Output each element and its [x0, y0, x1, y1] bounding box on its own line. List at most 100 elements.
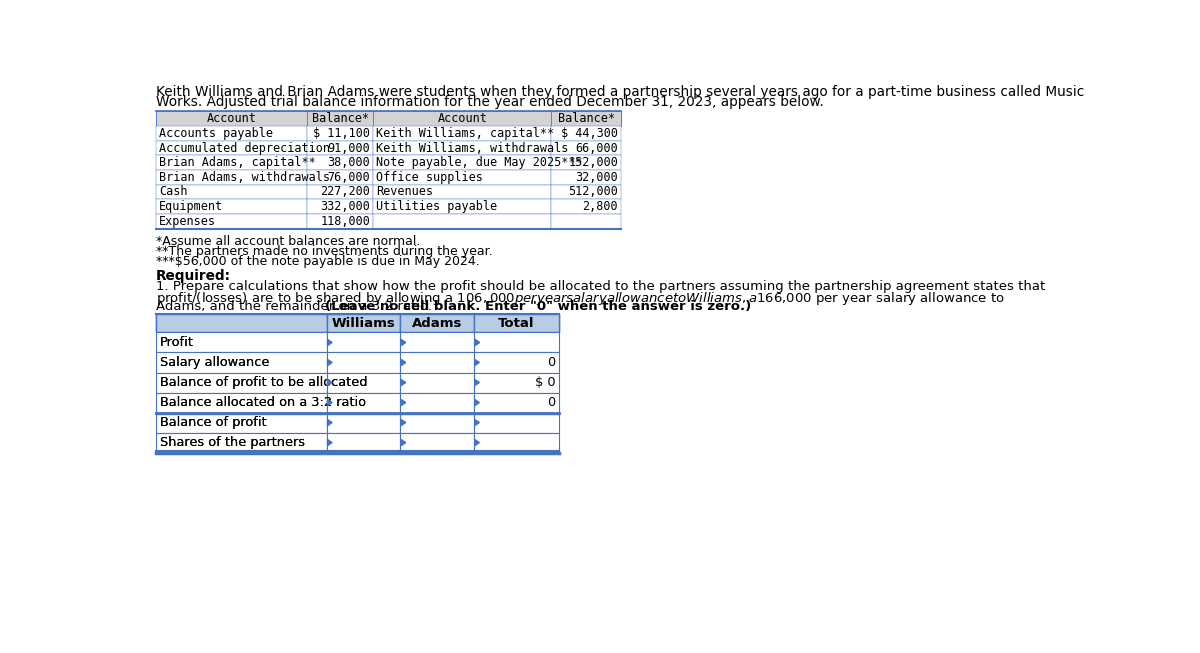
Bar — [401, 314, 474, 332]
Bar — [373, 126, 552, 141]
Bar — [307, 185, 373, 199]
Bar — [156, 372, 326, 392]
Text: Expenses: Expenses — [160, 215, 216, 228]
Text: Balance of profit: Balance of profit — [160, 416, 266, 429]
Polygon shape — [475, 340, 479, 345]
Text: Balance*: Balance* — [558, 112, 614, 125]
Bar — [552, 185, 622, 199]
Bar — [156, 314, 559, 332]
Bar — [474, 314, 559, 332]
Text: Balance of profit to be allocated: Balance of profit to be allocated — [160, 376, 367, 389]
Bar — [326, 372, 401, 392]
Text: Salary allowance: Salary allowance — [160, 356, 270, 369]
Text: Profit: Profit — [160, 336, 194, 349]
Text: Note payable, due May 2025***: Note payable, due May 2025*** — [377, 156, 583, 169]
Bar — [552, 199, 622, 214]
Text: 91,000: 91,000 — [328, 142, 370, 155]
Text: Brian Adams, withdrawals: Brian Adams, withdrawals — [160, 171, 330, 183]
Bar — [156, 141, 307, 155]
Bar — [307, 170, 373, 185]
Bar — [552, 141, 622, 155]
Bar — [474, 332, 559, 353]
Polygon shape — [328, 359, 332, 366]
Text: (Leave no cell blank. Enter "0" when the answer is zero.): (Leave no cell blank. Enter "0" when the… — [325, 300, 751, 313]
Text: Utilities payable: Utilities payable — [377, 200, 498, 213]
Bar — [373, 155, 552, 170]
Text: Cash: Cash — [160, 185, 188, 199]
Bar — [474, 353, 559, 372]
Bar — [307, 199, 373, 214]
Bar — [401, 372, 474, 392]
Text: 152,000: 152,000 — [569, 156, 618, 169]
Bar — [474, 432, 559, 453]
Bar — [156, 155, 307, 170]
Text: Shares of the partners: Shares of the partners — [160, 436, 305, 449]
Bar — [156, 111, 622, 126]
Text: **The partners made no investments during the year.: **The partners made no investments durin… — [156, 245, 493, 258]
Text: Keith Williams, withdrawals: Keith Williams, withdrawals — [377, 142, 569, 155]
Bar — [156, 199, 307, 214]
Text: Profit: Profit — [160, 336, 194, 349]
Bar — [326, 332, 401, 353]
Bar — [326, 432, 401, 453]
Text: Williams: Williams — [331, 317, 395, 330]
Polygon shape — [401, 359, 406, 366]
Text: Balance allocated on a 3:2 ratio: Balance allocated on a 3:2 ratio — [160, 396, 366, 409]
Text: 512,000: 512,000 — [569, 185, 618, 199]
Text: ***$56,000 of the note payable is due in May 2024.: ***$56,000 of the note payable is due in… — [156, 255, 480, 268]
Bar — [156, 392, 326, 413]
Bar — [552, 170, 622, 185]
Bar — [307, 141, 373, 155]
Text: Salary allowance: Salary allowance — [160, 356, 270, 369]
Text: Balance of profit: Balance of profit — [160, 416, 266, 429]
Text: Revenues: Revenues — [377, 185, 433, 199]
Polygon shape — [475, 439, 479, 445]
Text: Adams, and the remainder on a 3:2 ratio.: Adams, and the remainder on a 3:2 ratio. — [156, 300, 437, 313]
Bar — [373, 170, 552, 185]
Text: Shares of the partners: Shares of the partners — [160, 436, 305, 449]
Bar — [156, 111, 307, 126]
Text: 66,000: 66,000 — [575, 142, 618, 155]
Bar — [474, 413, 559, 432]
Text: Works. Adjusted trial balance information for the year ended December 31, 2023, : Works. Adjusted trial balance informatio… — [156, 95, 824, 109]
Bar — [156, 214, 307, 229]
Bar — [401, 432, 474, 453]
Text: Equipment: Equipment — [160, 200, 223, 213]
Polygon shape — [328, 379, 332, 385]
Bar — [373, 111, 552, 126]
Text: Office supplies: Office supplies — [377, 171, 484, 183]
Text: 32,000: 32,000 — [575, 171, 618, 183]
Text: $ 0: $ 0 — [535, 376, 556, 389]
Polygon shape — [475, 400, 479, 406]
Text: 1. Prepare calculations that show how the profit should be allocated to the part: 1. Prepare calculations that show how th… — [156, 280, 1045, 293]
Text: 0: 0 — [547, 356, 556, 369]
Bar — [326, 413, 401, 432]
Bar — [552, 126, 622, 141]
Text: 0: 0 — [547, 396, 556, 409]
Bar — [307, 126, 373, 141]
Bar — [373, 185, 552, 199]
Bar — [307, 155, 373, 170]
Bar — [156, 432, 326, 453]
Text: 332,000: 332,000 — [320, 200, 370, 213]
Text: 38,000: 38,000 — [328, 156, 370, 169]
Bar — [373, 141, 552, 155]
Text: Accounts payable: Accounts payable — [160, 127, 274, 140]
Text: Keith Williams, capital**: Keith Williams, capital** — [377, 127, 554, 140]
Polygon shape — [475, 340, 479, 345]
Bar — [373, 214, 552, 229]
Text: 118,000: 118,000 — [320, 215, 370, 228]
Polygon shape — [328, 439, 332, 445]
Bar — [552, 155, 622, 170]
Polygon shape — [328, 340, 332, 345]
Text: *Assume all account balances are normal.: *Assume all account balances are normal. — [156, 234, 420, 247]
Bar — [307, 214, 373, 229]
Bar — [156, 413, 326, 432]
Polygon shape — [328, 419, 332, 426]
Polygon shape — [401, 439, 406, 445]
Text: Balance allocated on a 3:2 ratio: Balance allocated on a 3:2 ratio — [160, 396, 366, 409]
Polygon shape — [475, 379, 479, 385]
Bar — [326, 392, 401, 413]
Text: Adams: Adams — [412, 317, 462, 330]
Text: Balance*: Balance* — [312, 112, 368, 125]
